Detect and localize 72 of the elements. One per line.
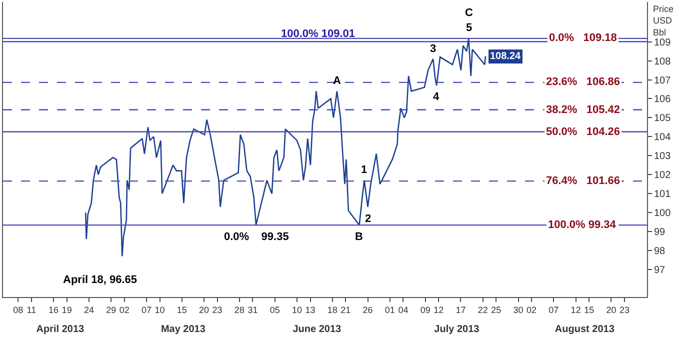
x-tick-label: 17 [456,304,466,315]
y-axis-title: Price USD Bbl [653,4,674,38]
x-tick-label: 02 [526,304,537,315]
ref-line-label: 100.0% 99.34 [548,219,617,231]
annotation: April 18, 96.65 [63,274,137,286]
x-tick-label: 11 [26,304,36,315]
y-tick-label: 106 [654,94,672,106]
y-tick-label: 100 [654,208,672,220]
x-tick-label: 12 [434,304,444,315]
x-tick-label: 10 [154,304,165,315]
annotation: 3 [430,43,436,55]
annotation: 5 [466,22,472,34]
x-tick-label: 31 [248,304,258,315]
x-tick-label: 01 [384,304,395,315]
x-tick-label: 18 [327,304,338,315]
x-tick-label: 29 [106,304,116,315]
x-tick-label: 28 [234,304,244,315]
ref-line-label: 38.2% 105.42 [546,104,620,116]
x-tick-label: 15 [176,304,187,315]
x-tick-label: 05 [270,304,280,315]
x-tick-label: 08 [13,304,24,315]
annotation: A [333,75,341,87]
annotation: 2 [365,213,372,225]
annotation: 1 [361,164,368,176]
x-tick-label: 13 [305,304,316,315]
ref-line-label: 76.4% 101.66 [546,175,620,187]
y-tick-label: 101 [654,189,672,200]
x-tick-label: 23 [619,304,630,315]
ref-line-label: 23.6% 106.86 [546,76,620,88]
x2-tick-label: May 2013 [160,324,206,335]
x2-tick-label: August 2013 [554,324,615,335]
x-tick-label: 25 [491,304,502,315]
line-series [84,38,486,257]
y-tick-label: 104 [654,132,672,144]
y-tick-label: 98 [654,246,666,257]
y-tick-label: 99 [654,227,666,238]
x-tick-label: 15 [584,304,594,315]
x-tick-label: 10 [292,304,302,315]
x-tick-label: 24 [84,304,94,315]
x-tick-label: 19 [62,304,72,315]
x2-tick-label: June 2013 [292,324,342,335]
x-tick-label: 02 [119,304,130,315]
ref-line-label: 0.0% 109.18 [549,32,617,44]
x-tick-label: 09 [420,304,430,315]
y-tick-label: 105 [654,113,672,124]
x-tick-label: 04 [398,304,408,315]
ref-line-label: 100.0% 109.01 [281,28,356,40]
annotation: B [355,231,363,243]
x-tick-label: 30 [513,304,524,315]
annotation: C [465,7,473,19]
x2-tick-label: April 2013 [36,324,85,335]
y-tick-label: 103 [654,151,672,162]
data-label: 108.24 [490,51,522,62]
y-tick-label: 107 [654,75,672,86]
x-tick-label: 20 [199,304,210,315]
x-tick-label: 22 [478,304,488,315]
x-tick-label: 21 [340,304,351,315]
x-tick-label: 20 [606,304,616,315]
y-tick-label: 102 [654,170,672,182]
x-tick-label: 12 [570,304,581,315]
x-tick-label: 26 [362,304,373,315]
annotation: 0.0% 99.35 [224,231,289,243]
y-tick-label: 97 [654,264,666,276]
annotation: 4 [433,91,440,103]
x-tick-label: 23 [212,304,222,315]
y-tick-label: 109 [654,37,672,48]
x2-tick-label: July 2013 [434,324,480,335]
ref-line-label: 50.0% 104.26 [546,126,620,138]
x-tick-label: 07 [141,304,152,315]
x-tick-label: 16 [48,304,59,315]
y-tick-label: 108 [654,56,672,68]
x-tick-label: 07 [548,304,559,315]
